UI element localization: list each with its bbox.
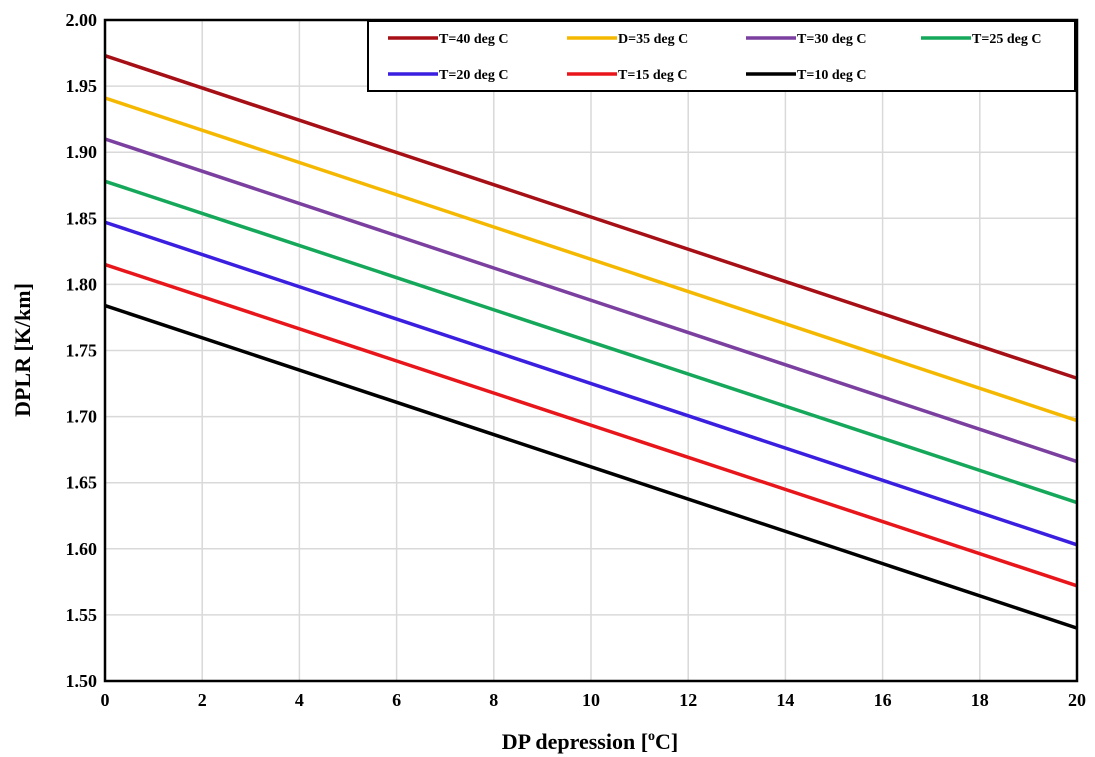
series-line-0	[104, 54, 1078, 380]
y-tick-label: 1.55	[66, 605, 98, 625]
y-tick-label: 1.75	[66, 341, 98, 361]
y-tick-label: 1.80	[66, 274, 98, 294]
x-tick-label: 16	[874, 690, 892, 710]
legend-label-4: T=20 deg C	[439, 68, 508, 83]
legend: T=40 deg C D=35 deg C T=30 deg C T=25 deg C…	[367, 20, 1076, 92]
x-tick-label: 0	[101, 690, 110, 710]
y-tick-label: 1.95	[66, 76, 98, 96]
series-line-1	[104, 96, 1078, 423]
legend-label-5: T=15 deg C	[618, 68, 687, 83]
y-tick-label: 2.00	[66, 10, 98, 30]
y-tick-label: 1.50	[66, 671, 98, 691]
x-tick-label: 18	[971, 690, 989, 710]
x-axis-label: DP depression [oC]	[502, 729, 679, 754]
series-lines	[104, 54, 1078, 630]
x-tick-label: 4	[295, 690, 304, 710]
legend-label-0: T=40 deg C	[439, 32, 508, 47]
series-line-3	[104, 179, 1078, 505]
legend-label-6: T=10 deg C	[797, 68, 866, 83]
x-tick-labels: 0 2 4 6 8 10 12 14 16 18 20	[101, 690, 1087, 710]
legend-box	[367, 20, 1076, 92]
y-tick-label: 1.70	[66, 407, 98, 427]
series-line-4	[104, 220, 1078, 547]
x-tick-label: 14	[776, 690, 794, 710]
x-tick-label: 6	[392, 690, 401, 710]
y-tick-label: 1.60	[66, 539, 98, 559]
legend-label-2: T=30 deg C	[797, 32, 866, 47]
legend-label-1: D=35 deg C	[618, 32, 688, 47]
y-axis-label: DPLR [K/km]	[10, 283, 35, 417]
y-tick-label: 1.65	[66, 473, 98, 493]
series-line-5	[104, 262, 1078, 588]
x-tick-label: 20	[1068, 690, 1086, 710]
x-tick-label: 10	[582, 690, 600, 710]
series-line-6	[104, 303, 1078, 630]
series-line-2	[104, 137, 1078, 464]
x-tick-label: 2	[198, 690, 207, 710]
y-tick-labels: 1.50 1.55 1.60 1.65 1.70 1.75 1.80 1.85 1.90 1.95…	[66, 10, 98, 691]
grid	[104, 19, 1078, 682]
x-tick-label: 8	[489, 690, 498, 710]
y-tick-label: 1.90	[66, 142, 98, 162]
legend-label-3: T=25 deg C	[972, 32, 1041, 47]
y-tick-label: 1.85	[66, 208, 98, 228]
x-tick-label: 12	[679, 690, 697, 710]
